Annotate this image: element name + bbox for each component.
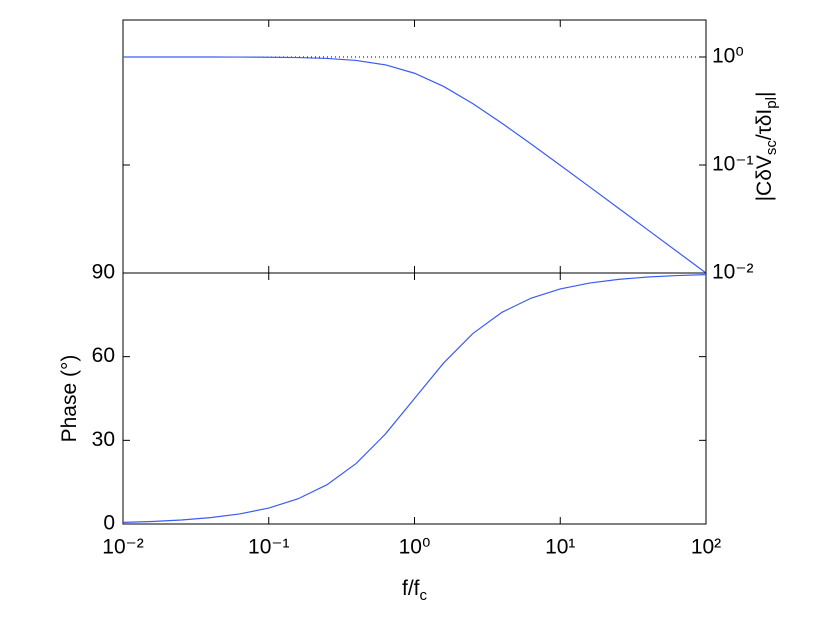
- axis-label: |CδVsc/τδIpl|: [753, 92, 780, 202]
- x-tick-label: 10⁻²: [102, 536, 143, 559]
- label-subscript: pl: [763, 97, 780, 109]
- label-text: f/f: [402, 577, 420, 600]
- y-tick-label: 0: [103, 512, 115, 535]
- label-subscript: c: [420, 587, 428, 604]
- y-tick-label: 10⁰: [712, 45, 744, 68]
- plot-frame: [122, 19, 707, 274]
- label-text: Phase (°): [58, 355, 81, 443]
- data-line: [122, 56, 707, 274]
- y-tick-label: 10⁻²: [712, 261, 753, 284]
- y-tick-label: 60: [92, 344, 115, 367]
- x-tick-label: 10⁻¹: [248, 536, 289, 559]
- x-tick-label: 10¹: [545, 536, 575, 559]
- y-tick-label: 10⁻¹: [712, 153, 753, 176]
- axis-label: f/fc: [402, 577, 428, 604]
- label-text: /τδI: [753, 109, 776, 140]
- label-text: |CδV: [753, 155, 776, 201]
- data-line: [122, 273, 707, 523]
- label-subscript: sc: [763, 140, 780, 156]
- y-tick-label: 30: [92, 428, 115, 451]
- x-tick-label: 10²: [691, 536, 721, 559]
- label-text: |: [753, 92, 776, 97]
- y-tick-label: 90: [92, 261, 115, 284]
- axis-label: Phase (°): [58, 355, 81, 443]
- x-tick-label: 10⁰: [399, 536, 431, 559]
